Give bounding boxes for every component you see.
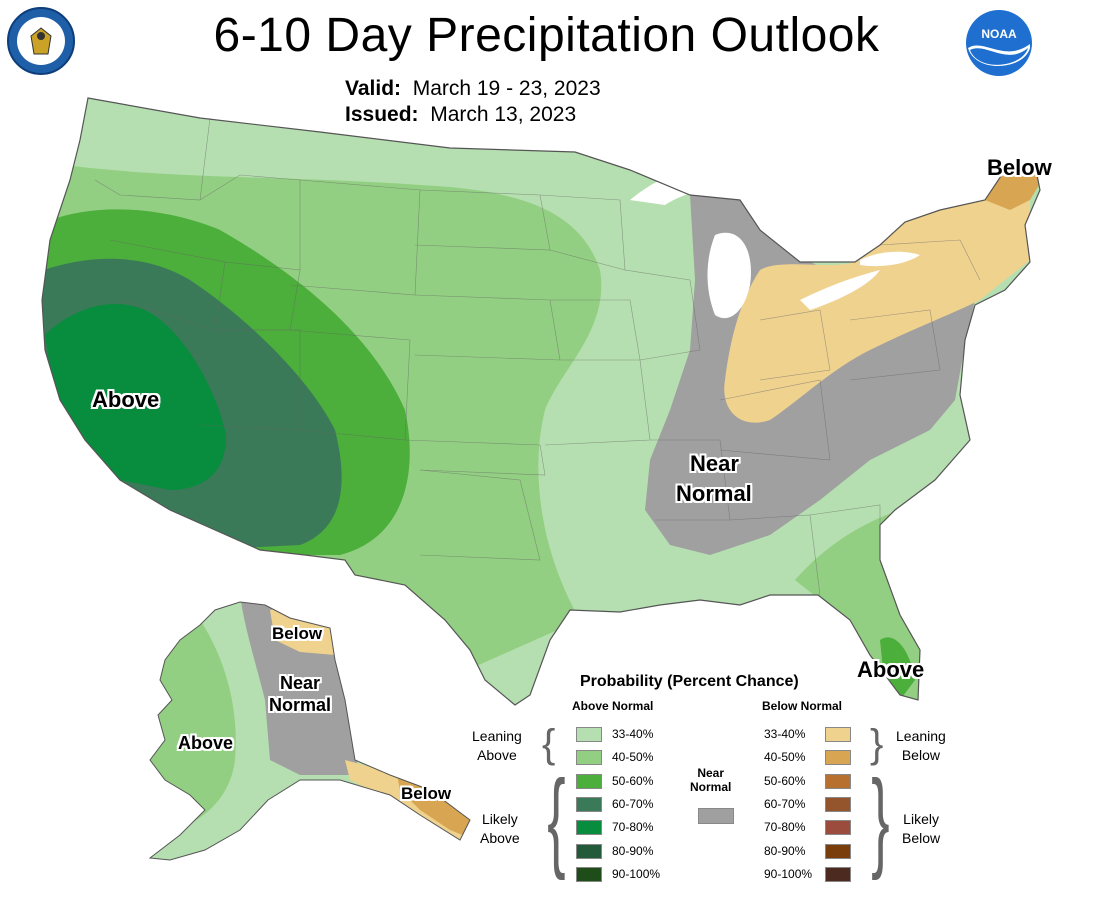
legend-swatch-below-2	[825, 773, 851, 789]
legend-label-below-2: 50-60%	[764, 773, 806, 788]
leaning-below-bracket: }	[870, 722, 884, 766]
legend-swatch-below-5	[825, 843, 851, 859]
legend-swatch-above-0	[576, 727, 602, 742]
legend-likely-above: Likely Above	[480, 811, 520, 846]
lake-michigan	[707, 232, 751, 319]
label-alaska-below-north: Below	[272, 624, 323, 643]
valid-dates: Valid: March 19 - 23, 2023	[345, 77, 601, 100]
legend-swatch-above-4	[576, 820, 602, 836]
legend-label-above-3: 60-70%	[612, 796, 654, 811]
legend-likely-below: Likely Below	[902, 811, 941, 846]
legend-near-normal-swatch	[698, 808, 734, 824]
lake-erie	[800, 270, 880, 310]
legend-label-below-4: 70-80%	[764, 820, 806, 835]
likely-below-bracket: }	[871, 758, 890, 881]
state-boundaries	[94, 117, 981, 596]
legend-label-below-5: 80-90%	[764, 843, 806, 858]
label-alaska-near-line1: Near	[280, 673, 321, 693]
label-alaska-below-south: Below	[401, 784, 452, 803]
legend-label-below-3: 60-70%	[764, 796, 806, 811]
legend-swatch-below-6	[825, 866, 851, 882]
label-near-normal-line1: Near	[690, 451, 739, 476]
legend-label-above-1: 40-50%	[612, 750, 654, 765]
legend-swatch-below-4	[825, 820, 851, 836]
likely-above-bracket: {	[547, 758, 566, 881]
label-west-above: Above	[92, 387, 160, 412]
legend-swatch-above-1	[576, 750, 602, 766]
legend-above-header: Above Normal	[572, 699, 654, 713]
legend-swatch-above-5	[576, 843, 602, 859]
legend-leaning-above: Leaning Above	[472, 728, 522, 763]
alaska-outline	[148, 601, 471, 861]
issued-date: Issued: March 13, 2023	[345, 103, 577, 126]
legend-below-header: Below Normal	[762, 699, 843, 713]
legend-swatch-below-3	[825, 796, 851, 812]
legend-near-normal: Near Normal	[690, 766, 732, 795]
legend-swatch-below-1	[825, 750, 851, 766]
legend-label-above-2: 50-60%	[612, 773, 654, 788]
commerce-seal-logo	[6, 6, 76, 81]
conus-map	[42, 98, 1040, 705]
label-maine-below: Below	[987, 155, 1052, 180]
label-alaska-above: Above	[178, 733, 234, 753]
label-florida-above: Above	[857, 657, 925, 682]
legend-label-above-4: 70-80%	[612, 820, 654, 835]
lake-huron	[770, 211, 845, 252]
legend-label-above-6: 90-100%	[612, 866, 661, 881]
legend-label-above-0: 33-40%	[612, 727, 654, 741]
legend-title: Probability (Percent Chance)	[580, 673, 799, 690]
legend-leaning-below: Leaning Below	[896, 728, 946, 763]
svg-text:NOAA: NOAA	[981, 27, 1017, 41]
legend-label-above-5: 80-90%	[612, 843, 654, 858]
legend-label-below-6: 90-100%	[764, 866, 813, 881]
legend-swatch-above-6	[576, 866, 602, 882]
label-near-normal-line2: Normal	[676, 481, 752, 506]
legend-swatch-above-2	[576, 773, 602, 789]
page-title: 6-10 Day Precipitation Outlook	[213, 9, 880, 62]
legend-label-below-0: 33-40%	[764, 727, 806, 741]
legend-swatch-below-0	[825, 727, 851, 742]
leaning-above-bracket: {	[542, 722, 556, 766]
conus-outline	[41, 97, 1041, 706]
noaa-logo: NOAA	[964, 8, 1034, 83]
legend-label-below-1: 40-50%	[764, 750, 806, 765]
label-alaska-near-line2: Normal	[269, 695, 332, 715]
legend-swatch-above-3	[576, 796, 602, 812]
lake-superior	[630, 164, 745, 205]
lake-ontario	[860, 251, 920, 267]
